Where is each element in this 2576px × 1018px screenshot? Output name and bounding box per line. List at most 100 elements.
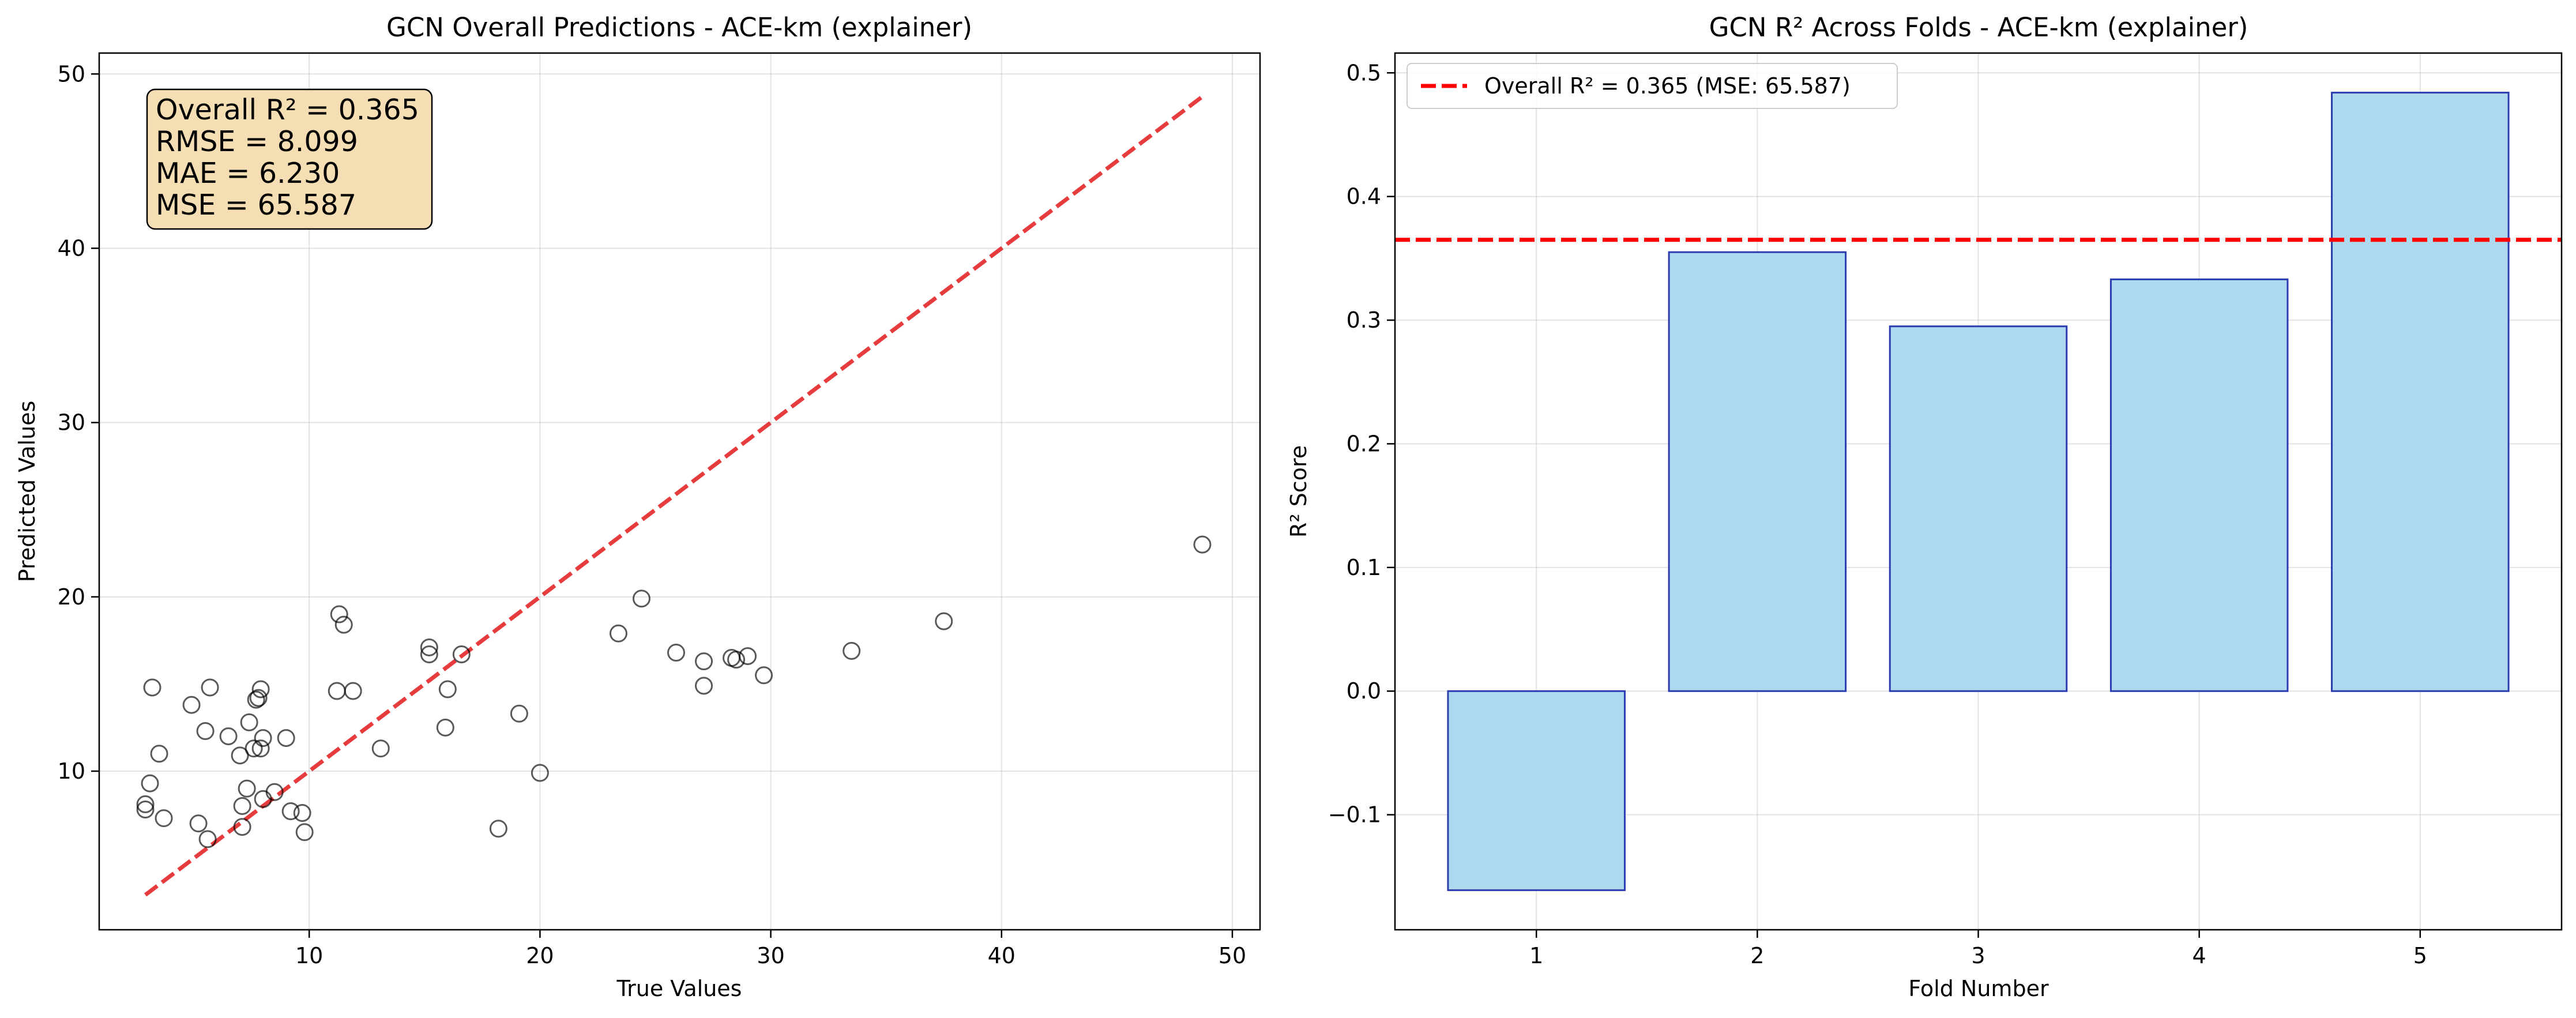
legend-entry: Overall R² = 0.365 (MSE: 65.587) <box>1484 73 1851 99</box>
scatter-point <box>254 729 272 747</box>
scatter-point <box>265 783 284 801</box>
scatter-point <box>438 680 457 698</box>
bar-fold-4 <box>2109 278 2289 692</box>
scatter-point <box>143 678 161 697</box>
scatter-point <box>510 704 528 723</box>
stats-line-rmse: RMSE = 8.099 <box>156 125 358 158</box>
scatter-point <box>277 729 295 747</box>
scatter-point <box>344 682 362 700</box>
scatter-title: GCN Overall Predictions - ACE-km (explai… <box>386 12 972 43</box>
bar-y-tick-label: 0.3 <box>1347 307 1381 333</box>
scatter-point <box>233 797 251 815</box>
scatter-x-tick-label: 50 <box>1219 943 1246 968</box>
scatter-x-tick-label: 40 <box>988 943 1016 968</box>
scatter-point <box>727 651 746 669</box>
scatter-y-tick-label: 50 <box>58 61 85 87</box>
bar-fold-2 <box>1668 251 1847 692</box>
scatter-point <box>238 779 256 798</box>
scatter-ticks: 10 20 30 40 50 10 20 30 40 50 <box>58 61 1247 968</box>
scatter-point <box>420 638 438 656</box>
scatter-point <box>334 615 353 634</box>
scatter-point <box>755 666 773 685</box>
scatter-grid <box>99 53 1260 930</box>
bar-y-tick-label: 0.5 <box>1347 60 1381 85</box>
scatter-point <box>452 645 471 664</box>
bar-y-tick-label: 0.4 <box>1347 184 1381 209</box>
scatter-point <box>233 818 251 836</box>
scatter-point <box>632 589 650 608</box>
bar-xlabel: Fold Number <box>1908 976 2049 1001</box>
scatter-point <box>843 642 861 660</box>
stats-line-mae: MAE = 6.230 <box>156 157 340 190</box>
scatter-plot-frame <box>98 52 1261 931</box>
identity-line <box>144 95 1204 897</box>
scatter-point <box>531 764 549 782</box>
bar-x-tick-label: 1 <box>1529 943 1543 968</box>
stats-line-mse: MSE = 65.587 <box>156 189 356 221</box>
scatter-point <box>281 802 300 821</box>
scatter-points <box>136 535 1212 848</box>
bar-y-tick-label: 0.1 <box>1347 555 1381 580</box>
scatter-point <box>739 647 757 666</box>
scatter-point <box>245 739 263 758</box>
scatter-point <box>136 800 155 818</box>
bar-fold-5 <box>2331 92 2510 692</box>
scatter-point <box>247 690 265 709</box>
scatter-point <box>219 727 238 746</box>
scatter-point <box>293 804 311 822</box>
scatter-point <box>695 677 713 695</box>
scatter-reference-line <box>144 95 1204 897</box>
scatter-point <box>150 745 168 763</box>
scatter-x-tick-label: 30 <box>757 943 784 968</box>
scatter-point <box>196 722 215 741</box>
scatter-y-tick-label: 10 <box>58 758 85 784</box>
scatter-y-tick-label: 40 <box>58 235 85 261</box>
bar-x-tick-label: 4 <box>2193 943 2206 968</box>
scatter-point <box>155 809 173 828</box>
scatter-point <box>420 645 438 664</box>
bar-fold-3 <box>1889 325 2068 692</box>
stats-box: Overall R² = 0.365 RMSE = 8.099 MAE = 6.… <box>146 88 433 230</box>
scatter-point <box>330 605 348 623</box>
scatter-point <box>141 774 159 792</box>
scatter-point <box>295 823 314 842</box>
scatter-point <box>935 612 953 630</box>
scatter-point <box>136 795 155 813</box>
stats-line-r2: Overall R² = 0.365 <box>156 93 419 126</box>
legend-frame <box>1407 63 1898 109</box>
scatter-point <box>201 678 219 697</box>
scatter-point <box>695 652 713 671</box>
bar-fold-1 <box>1447 690 1626 891</box>
bar-y-tick-label: 0.2 <box>1347 431 1381 456</box>
scatter-point <box>231 746 249 765</box>
bar-x-tick-label: 3 <box>1971 943 1985 968</box>
scatter-xlabel: True Values <box>616 976 742 1001</box>
stats-box-background <box>146 88 433 230</box>
bar-ticks: 1 2 3 4 5 −0.1 0.0 0.1 0.2 0.3 0.4 0.5 <box>1328 60 2427 968</box>
scatter-point <box>328 682 346 700</box>
scatter-point <box>198 830 217 848</box>
scatter-point <box>240 713 258 731</box>
scatter-point <box>436 718 454 737</box>
bar-title: GCN R² Across Folds - ACE-km (explainer) <box>1709 12 2248 43</box>
scatter-point <box>667 644 685 662</box>
scatter-point <box>189 814 208 833</box>
scatter-y-tick-label: 20 <box>58 584 85 610</box>
scatter-point <box>249 689 268 707</box>
bar-ylabel: R² Score <box>1286 445 1311 538</box>
bar-legend: Overall R² = 0.365 (MSE: 65.587) <box>1407 63 1898 109</box>
scatter-x-tick-label: 20 <box>526 943 554 968</box>
bar-x-tick-label: 5 <box>2413 943 2427 968</box>
scatter-point <box>371 739 390 758</box>
scatter-point <box>251 680 270 698</box>
bar-y-tick-label: −0.1 <box>1328 802 1381 828</box>
scatter-y-tick-label: 30 <box>58 410 85 435</box>
scatter-panel: GCN Overall Predictions - ACE-km (explai… <box>14 12 1261 1001</box>
bar-y-tick-label: 0.0 <box>1347 678 1381 704</box>
bar-x-tick-label: 2 <box>1750 943 1764 968</box>
scatter-point <box>1193 535 1212 554</box>
scatter-x-tick-label: 10 <box>295 943 323 968</box>
scatter-point <box>182 696 201 714</box>
scatter-point <box>609 624 627 643</box>
